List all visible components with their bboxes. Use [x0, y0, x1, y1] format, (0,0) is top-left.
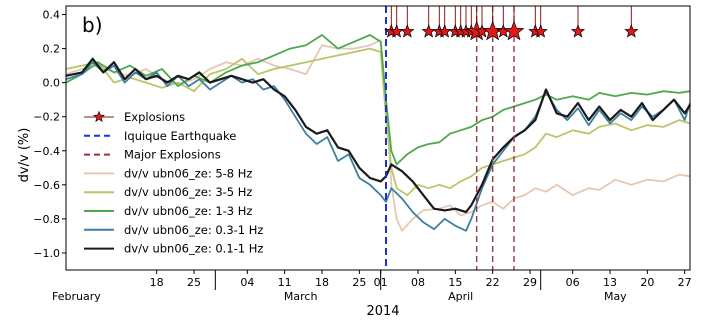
x-tick-label-14: 27 — [678, 276, 692, 289]
x-tick-label-3: 11 — [278, 276, 292, 289]
month-label-0: February — [52, 290, 101, 303]
explosion-star-17 — [570, 23, 586, 38]
y-axis-label: dv/v (%) — [17, 128, 32, 183]
x-tick-label-9: 22 — [486, 276, 500, 289]
x-tick-label-10: 29 — [523, 276, 537, 289]
legend-label-6: dv/v ubn06_ze: 0.3-1 Hz — [124, 223, 263, 237]
plot-background — [66, 6, 690, 270]
legend-label-7: dv/v ubn06_ze: 0.1-1 Hz — [124, 242, 263, 256]
legend-label-2: Major Explosions — [124, 148, 221, 162]
legend-star-0 — [92, 110, 106, 123]
plot-area — [66, 6, 690, 270]
x-tick-label-8: 15 — [448, 276, 462, 289]
y-tick-label-3: −0.2 — [33, 111, 60, 124]
series-line-0 — [65, 39, 691, 232]
x-tick-label-7: 08 — [411, 276, 425, 289]
x-tick-label-0: 18 — [150, 276, 164, 289]
x-axis-label: 2014 — [366, 304, 399, 319]
x-tick-label-12: 13 — [603, 276, 617, 289]
y-tick-label-2: 0.0 — [43, 77, 61, 90]
series-line-1 — [65, 47, 691, 196]
explosion-markers — [384, 6, 639, 41]
y-tick-label-1: 0.2 — [43, 43, 61, 56]
explosion-star-2 — [400, 23, 415, 38]
event-lines — [385, 6, 515, 270]
legend-label-3: dv/v ubn06_ze: 5-8 Hz — [124, 166, 252, 180]
legend: Explosions Iquique Earthquake Major Explos… — [84, 110, 263, 256]
legend-label-4: dv/v ubn06_ze: 3-5 Hz — [124, 185, 252, 199]
axes-frame — [65, 5, 691, 271]
explosion-star-12 — [482, 20, 504, 41]
y-tick-label-5: −0.6 — [33, 179, 60, 192]
explosion-star-18 — [624, 23, 639, 38]
explosion-star-14 — [503, 20, 525, 41]
x-tick-label-4: 18 — [315, 276, 329, 289]
legend-label-0: Explosions — [124, 110, 185, 124]
month-label-2: April — [448, 290, 473, 303]
panel-label: b) — [82, 13, 103, 37]
legend-label-1: Iquique Earthquake — [124, 129, 236, 143]
y-tick-label-7: −1.0 — [33, 247, 60, 260]
legend-label-5: dv/v ubn06_ze: 1-3 Hz — [124, 204, 252, 218]
explosion-star-16 — [533, 23, 548, 38]
axes: 0.4 0.2 0.0 −0.2 −0.4 −0.6 −0.8 −1.0 18 25 04 11 18 2… — [33, 5, 692, 303]
y-tick-label-0: 0.4 — [43, 9, 61, 22]
y-tick-label-6: −0.8 — [33, 213, 60, 226]
x-tick-label-13: 20 — [640, 276, 654, 289]
x-tick-label-11: 06 — [566, 276, 580, 289]
month-label-3: May — [604, 290, 627, 303]
x-tick-label-1: 25 — [187, 276, 201, 289]
y-tick-label-4: −0.4 — [33, 145, 60, 158]
x-tick-label-5: 25 — [352, 276, 366, 289]
x-tick-label-2: 04 — [240, 276, 254, 289]
series-lines — [65, 34, 691, 232]
month-label-1: March — [284, 290, 318, 303]
